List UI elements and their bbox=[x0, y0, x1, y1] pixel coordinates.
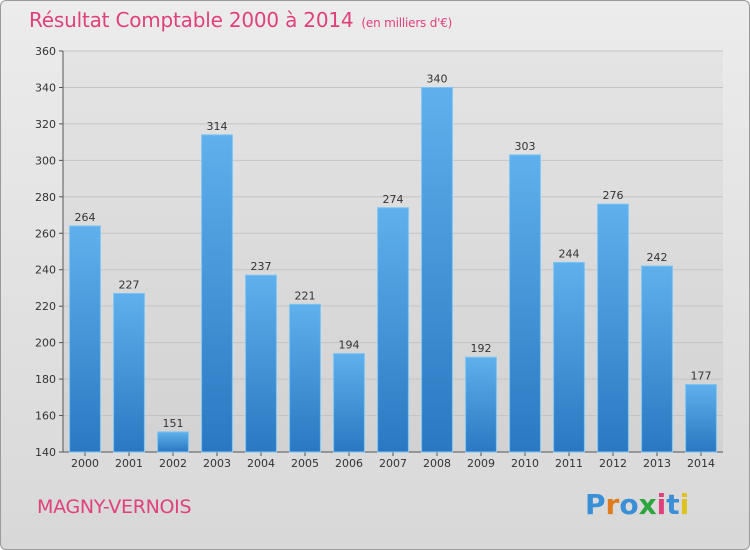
x-tick-label: 2000 bbox=[71, 457, 99, 470]
label-layer: 264 227 151 314 237 221 194 274 340 192 303 244 276 2… bbox=[75, 72, 712, 429]
data-label: 192 bbox=[471, 342, 492, 355]
logo-letter: x bbox=[638, 488, 657, 521]
logo-letter: P bbox=[585, 488, 606, 521]
x-tick-label: 2009 bbox=[467, 457, 495, 470]
y-tick-label: 280 bbox=[35, 191, 56, 204]
commune-name: MAGNY-VERNOIS bbox=[37, 496, 192, 518]
logo-letter: i bbox=[656, 488, 667, 521]
y-tick-label: 200 bbox=[35, 337, 56, 350]
x-tick-label: 2002 bbox=[159, 457, 187, 470]
bar-2000 bbox=[69, 225, 101, 453]
axis-layer: 140 160 180 200 220 240 260 280 300 320 340 360 2000… bbox=[35, 45, 723, 470]
bar-2006 bbox=[333, 353, 365, 453]
x-tick-label: 2008 bbox=[423, 457, 451, 470]
x-tick-label: 2010 bbox=[511, 457, 539, 470]
bar-2001 bbox=[113, 292, 145, 453]
data-label: 151 bbox=[163, 417, 184, 430]
logo-letter: i bbox=[679, 488, 690, 521]
x-tick-label: 2003 bbox=[203, 457, 231, 470]
y-tick-label: 360 bbox=[35, 45, 56, 58]
y-tick-label: 180 bbox=[35, 373, 56, 386]
x-tick-label: 2012 bbox=[599, 457, 627, 470]
x-tick-label: 2006 bbox=[335, 457, 363, 470]
bar-2002 bbox=[157, 431, 189, 453]
bar-2003 bbox=[201, 134, 233, 453]
data-label: 194 bbox=[339, 339, 360, 352]
chart-title-text: Résultat Comptable 2000 à 2014 bbox=[29, 8, 354, 32]
y-tick-label: 260 bbox=[35, 227, 56, 240]
data-label: 264 bbox=[75, 211, 96, 224]
y-tick-label: 160 bbox=[35, 410, 56, 423]
x-tick-label: 2001 bbox=[115, 457, 143, 470]
bar-2012 bbox=[597, 203, 629, 453]
bar-2013 bbox=[641, 265, 673, 453]
bar-2014 bbox=[685, 384, 717, 453]
x-tick-label: 2014 bbox=[687, 457, 715, 470]
chart-subtitle: (en milliers d'€) bbox=[361, 16, 453, 30]
proxiti-logo[interactable]: Proxiti bbox=[585, 488, 689, 521]
data-label: 340 bbox=[427, 72, 448, 85]
bar-2007 bbox=[377, 207, 409, 453]
data-label: 177 bbox=[691, 370, 712, 383]
data-label: 227 bbox=[119, 278, 140, 291]
y-tick-label: 320 bbox=[35, 118, 56, 131]
chart-title: Résultat Comptable 2000 à 2014 (en millie… bbox=[29, 8, 452, 32]
logo-letter: o bbox=[619, 488, 639, 521]
y-tick-label: 140 bbox=[35, 446, 56, 459]
data-label: 242 bbox=[647, 251, 668, 264]
bar-2005 bbox=[289, 303, 321, 453]
data-label: 274 bbox=[383, 193, 404, 206]
y-tick-label: 240 bbox=[35, 264, 56, 277]
x-tick-label: 2013 bbox=[643, 457, 671, 470]
y-tick-label: 220 bbox=[35, 300, 56, 313]
bar-2004 bbox=[245, 274, 277, 453]
bar-layer bbox=[69, 86, 717, 453]
logo-letter: r bbox=[605, 488, 620, 521]
bar-2009 bbox=[465, 356, 497, 453]
data-label: 314 bbox=[207, 120, 228, 133]
y-tick-label: 300 bbox=[35, 154, 56, 167]
x-tick-label: 2005 bbox=[291, 457, 319, 470]
bar-2011 bbox=[553, 261, 585, 453]
y-tick-label: 340 bbox=[35, 81, 56, 94]
data-label: 221 bbox=[295, 289, 316, 302]
data-label: 303 bbox=[515, 140, 536, 153]
data-label: 276 bbox=[603, 189, 624, 202]
bar-2010 bbox=[509, 154, 541, 453]
x-tick-label: 2004 bbox=[247, 457, 275, 470]
data-label: 244 bbox=[559, 247, 580, 260]
data-label: 237 bbox=[251, 260, 272, 273]
logo-letter: t bbox=[666, 488, 680, 521]
x-tick-label: 2011 bbox=[555, 457, 583, 470]
bar-2008 bbox=[421, 86, 453, 453]
x-tick-label: 2007 bbox=[379, 457, 407, 470]
